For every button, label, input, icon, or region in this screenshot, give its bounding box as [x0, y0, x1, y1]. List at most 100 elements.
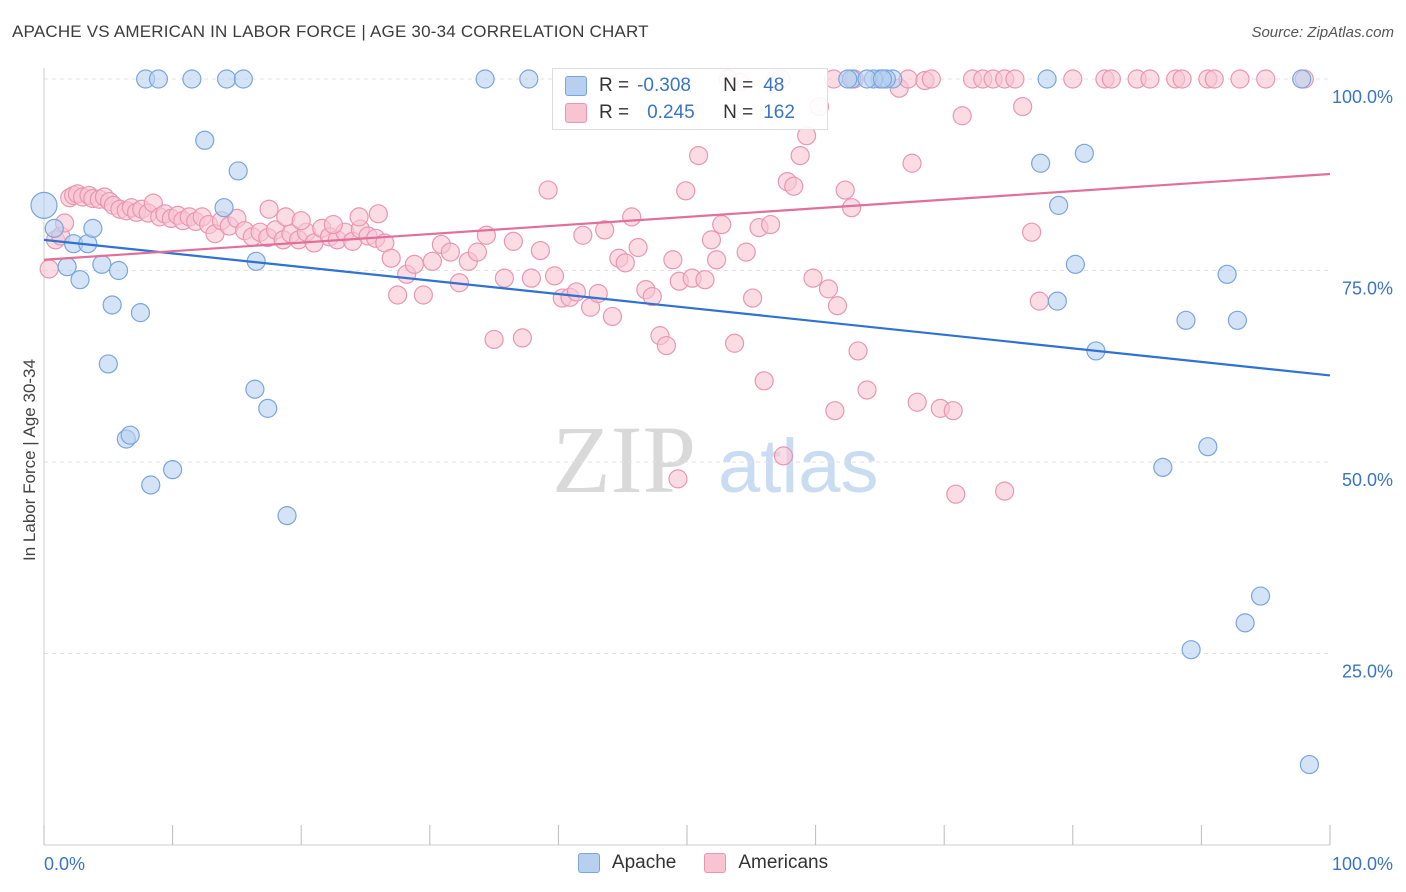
americans-point [544, 266, 565, 286]
chart-title: APACHE VS AMERICAN IN LABOR FORCE | AGE … [12, 22, 649, 41]
apache-point [1181, 640, 1201, 660]
source-label: Source: ZipAtlas.com [1251, 24, 1394, 41]
americans-point [494, 268, 514, 288]
apache-point [258, 398, 278, 418]
apache-point [130, 303, 151, 323]
n-label: N = [723, 75, 754, 96]
apache-point [195, 130, 215, 150]
americans-point [656, 335, 677, 356]
americans-point [921, 69, 941, 89]
americans-point [349, 207, 369, 227]
americans-point [688, 146, 709, 166]
series-legend: Apache Americans [0, 852, 1406, 874]
americans-n-value: 162 [763, 102, 795, 123]
americans-point [628, 237, 648, 258]
americans-point [663, 250, 683, 270]
americans-point [784, 176, 804, 196]
apache-point [1047, 291, 1067, 311]
americans-point [736, 242, 756, 262]
apache-point [519, 69, 539, 89]
apache-point [872, 69, 893, 89]
americans-point [724, 333, 745, 353]
americans-point [943, 401, 963, 421]
apache-point [98, 354, 118, 374]
americans-point [291, 211, 311, 231]
apache-swatch [565, 76, 587, 96]
americans-point [530, 240, 550, 261]
americans-point [760, 214, 781, 235]
apache-point [1049, 195, 1069, 215]
americans-point [440, 242, 460, 262]
apache-point [1176, 310, 1196, 330]
americans-r-value: 0.245 [647, 102, 695, 123]
apache-point [1227, 310, 1248, 330]
americans-point [595, 220, 615, 240]
americans-point [907, 392, 927, 412]
apache-point [1065, 254, 1085, 274]
apache-point [1235, 613, 1255, 633]
apache-point [217, 69, 237, 89]
apache-point [163, 460, 183, 480]
americans-point [1029, 291, 1049, 311]
apache-point [245, 379, 265, 399]
americans-point [323, 214, 343, 235]
apache-point [1299, 754, 1320, 775]
americans-point [952, 106, 972, 126]
r-label: R = [599, 102, 630, 123]
americans-point [1172, 69, 1192, 89]
apache-point [182, 69, 202, 89]
apache-point [108, 260, 129, 281]
legend-item-apache[interactable]: Apache [577, 852, 676, 874]
apache-point [1250, 586, 1271, 606]
apache-n-value: 48 [763, 75, 785, 96]
americans-point [1022, 222, 1042, 242]
americans-point [512, 328, 532, 348]
americans-point [521, 268, 541, 288]
americans-point [1063, 69, 1083, 89]
apache-point [1292, 69, 1312, 89]
americans-point [1005, 69, 1025, 89]
americans-point [676, 181, 696, 201]
americans-point [484, 329, 504, 350]
apache-point [277, 506, 297, 526]
americans-point [773, 446, 794, 466]
y-tick-label: 50.0% [1342, 470, 1393, 490]
americans-legend-swatch [704, 853, 727, 873]
n-label: N = [723, 102, 754, 123]
americans-point [602, 306, 623, 327]
stats-legend: R = -0.308 N = 48 R = 0.245 N = 162 [552, 68, 828, 130]
americans-point [1140, 69, 1160, 89]
apache-point [1217, 264, 1237, 284]
americans-point [842, 198, 862, 218]
americans-point [566, 282, 587, 302]
apache-point [228, 161, 248, 181]
apache-legend-swatch [577, 853, 600, 873]
y-tick-label: 100.0% [1332, 87, 1393, 107]
americans-point [902, 153, 922, 173]
americans-point [381, 248, 401, 268]
americans-swatch [565, 103, 587, 123]
americans-point [712, 214, 732, 235]
americans-point [404, 254, 424, 274]
x-tick-label: 100.0% [1332, 854, 1393, 874]
apache-point [70, 270, 90, 290]
americans-point [538, 180, 558, 200]
americans-point [835, 180, 855, 200]
americans-point [790, 146, 810, 166]
apache-point [475, 69, 495, 89]
apache-point [102, 295, 122, 315]
americans-point [995, 481, 1015, 501]
americans-point [701, 230, 722, 250]
americans-point [742, 288, 763, 308]
americans-point [668, 469, 688, 489]
apache-point [214, 198, 234, 218]
americans-point [706, 250, 727, 270]
americans-point [946, 484, 966, 504]
apache-point [1031, 153, 1051, 173]
apache-point [233, 69, 253, 89]
legend-row-americans: R = 0.245 N = 162 [565, 101, 795, 125]
legend-item-americans[interactable]: Americans [704, 852, 828, 874]
apache-point [1153, 457, 1173, 477]
americans-point [818, 279, 839, 299]
americans-point [827, 296, 848, 316]
